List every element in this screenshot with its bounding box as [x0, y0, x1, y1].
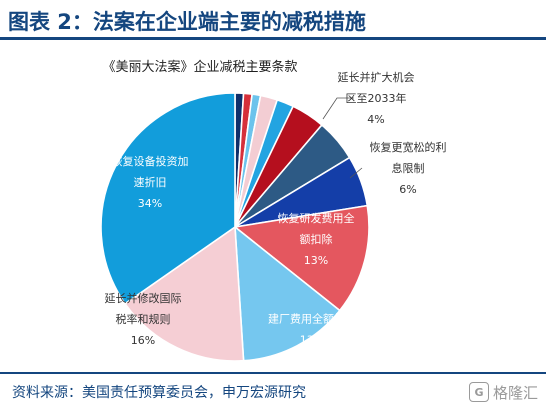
slice-label-8: 恢复研发费用全额扣除 13%	[278, 211, 355, 267]
slice-label-line: 建厂费用全额扣除	[268, 312, 356, 326]
slice-label-line: 恢复设备投资加	[112, 154, 189, 168]
slice-label-7: 恢复更宽松的利息限制 6%	[370, 140, 447, 196]
slice-label-line: 13%	[304, 254, 328, 267]
title-rule	[0, 37, 546, 40]
slice-label-line: 34%	[138, 197, 162, 210]
slice-label-5: 延长并扩大机会区至2033年 4%	[338, 70, 415, 126]
pie-slice-9	[234, 225, 341, 362]
leader-line-5	[322, 97, 354, 120]
slice-label-line: 延长并扩大机会	[338, 70, 415, 84]
watermark: G 格隆汇	[468, 379, 538, 405]
leader-lines	[322, 97, 363, 179]
slice-label-11: 恢复设备投资加速折旧 34%	[112, 154, 189, 210]
pie-slice-10	[123, 225, 245, 362]
slice-label-line: 恢复研发费用全	[278, 211, 355, 225]
slice-label-line: 恢复更宽松的利	[370, 140, 447, 154]
slice-label-line: 速折旧	[134, 175, 167, 189]
slice-label-line: 16%	[131, 334, 155, 347]
watermark-text: 格隆汇	[492, 383, 538, 402]
leader-line-7	[349, 167, 363, 179]
slice-label-line: 区至2033年	[346, 91, 407, 105]
slice-labels: 延长并扩大机会区至2033年 4% 恢复更宽松的利息限制 6% 恢复研发费用全额扣除 13…	[105, 70, 447, 347]
chart-title: 《美丽大法案》企业减税主要条款	[102, 60, 298, 75]
slice-label-line: 6%	[399, 183, 416, 196]
pie-slice-11	[100, 92, 236, 305]
slice-label-line: 延长并修改国际	[105, 291, 182, 305]
figure-header: 图表 2：法案在企业端主要的减税措施	[0, 0, 546, 40]
slice-label-line: 4%	[367, 113, 384, 126]
source-note: 资料来源：美国责任预算委员会，申万宏源研究	[12, 385, 306, 401]
watermark-logo-icon: G	[468, 382, 489, 402]
slice-label-9: 建厂费用全额扣除 13%	[268, 312, 356, 347]
slice-label-line: 息限制	[392, 161, 425, 175]
bottom-rule	[0, 372, 546, 374]
slice-label-10: 延长并修改国际税率和规则 16%	[105, 291, 182, 347]
slice-label-line: 额扣除	[300, 232, 333, 246]
pie-slices	[100, 92, 370, 362]
pie-slice-8	[233, 204, 370, 312]
slice-label-line: 税率和规则	[116, 312, 171, 326]
figure-title: 图表 2：法案在企业端主要的减税措施	[8, 10, 366, 34]
slice-label-line: 13%	[300, 334, 324, 347]
